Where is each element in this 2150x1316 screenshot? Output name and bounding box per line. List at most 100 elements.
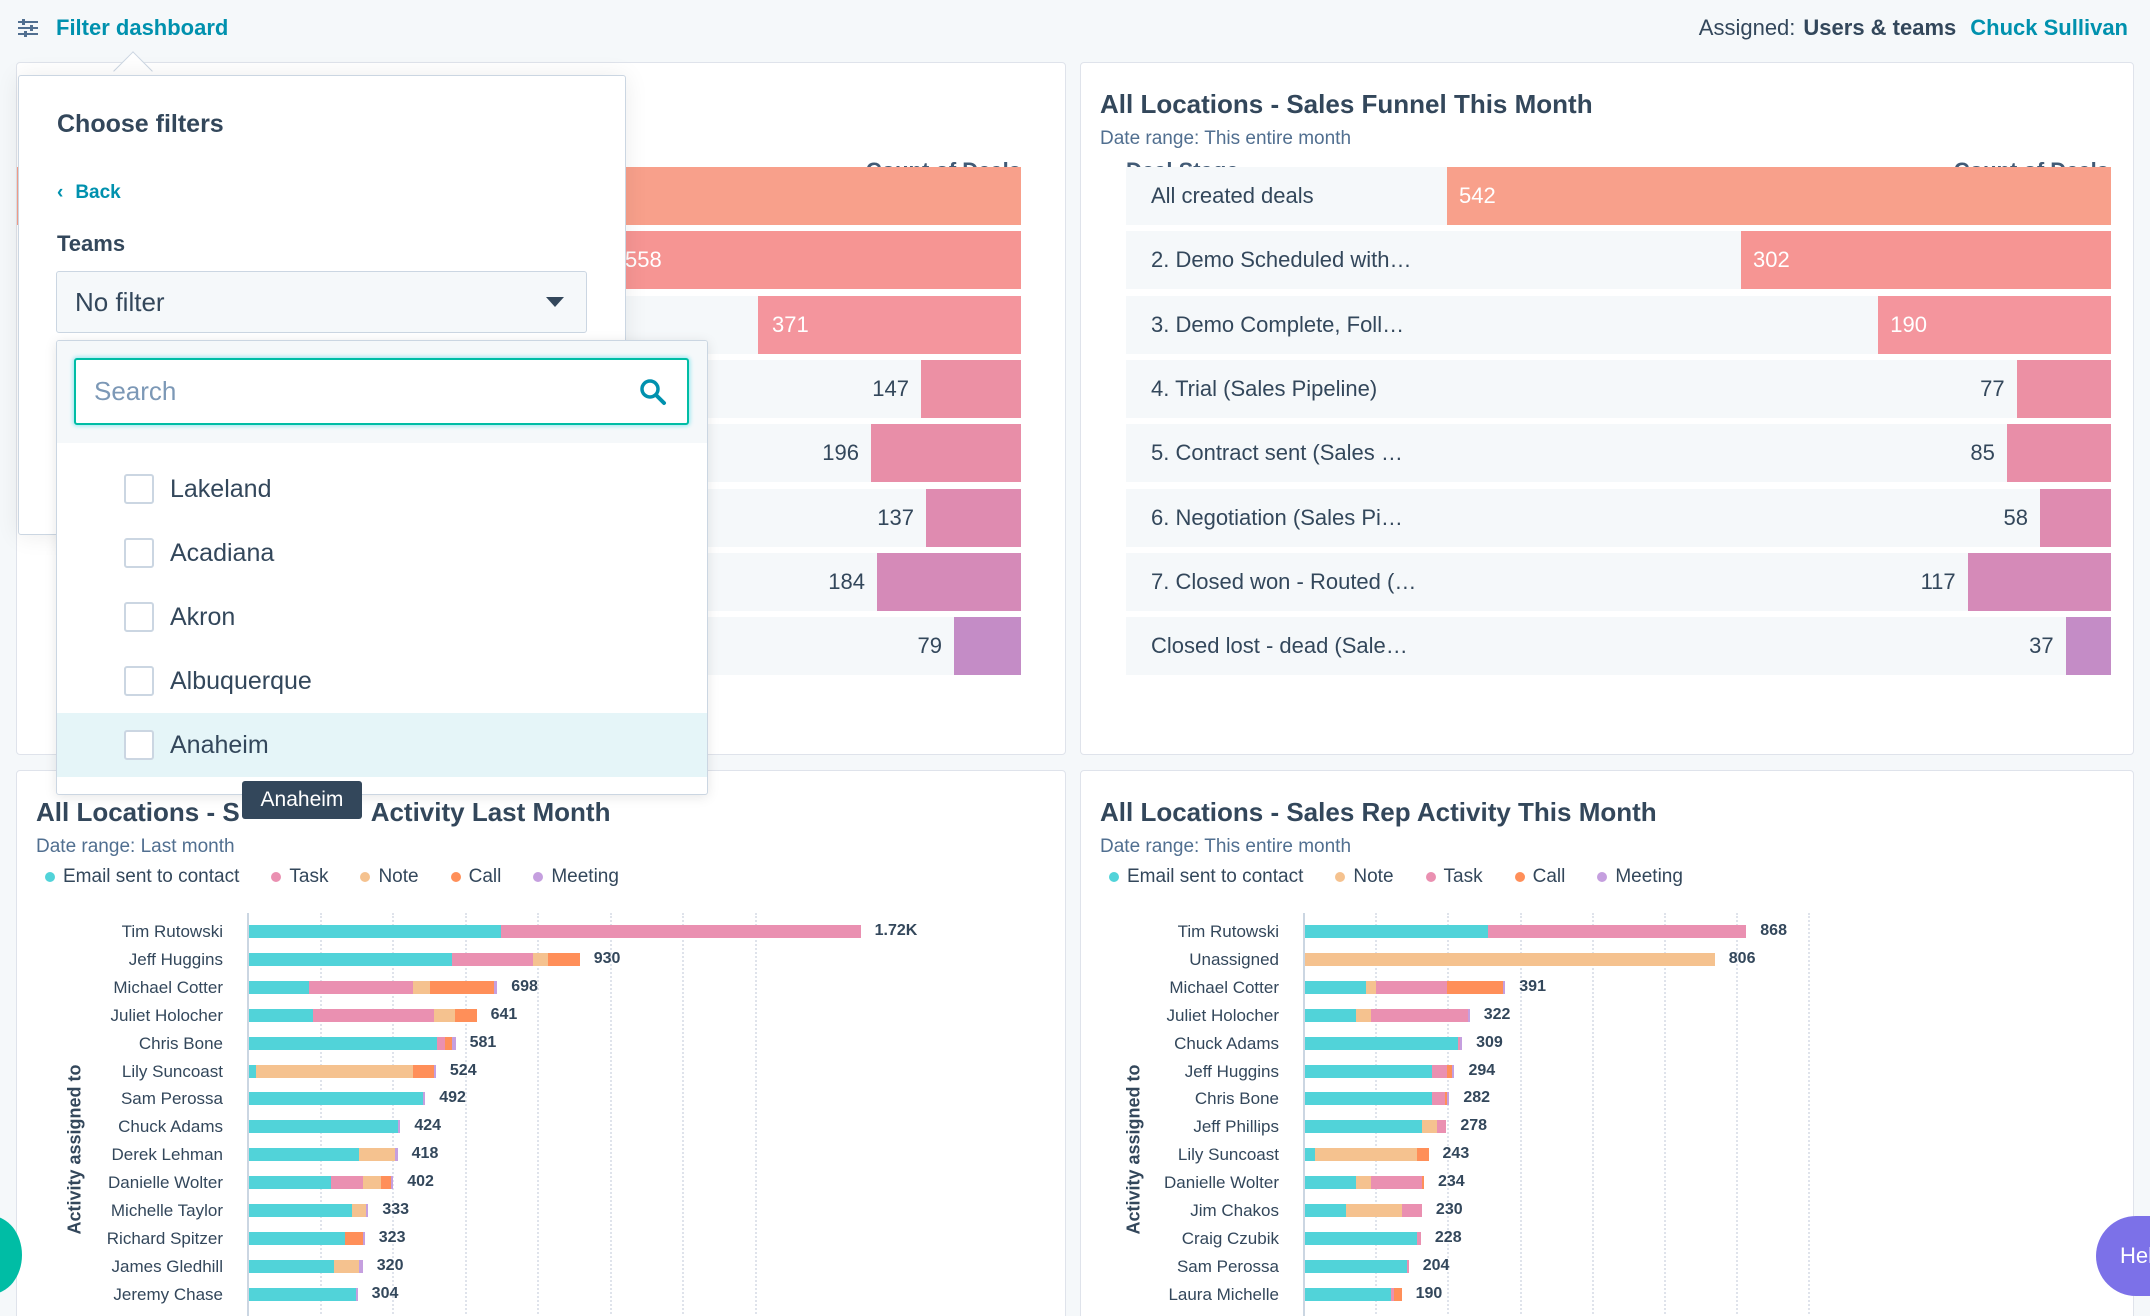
bar-segment-call[interactable]	[547, 952, 580, 966]
funnel-bar-right[interactable]	[2065, 617, 2111, 676]
legend-item[interactable]: Meeting	[1597, 866, 1683, 888]
bar-segment-meeting[interactable]	[1503, 980, 1506, 994]
search-input[interactable]	[94, 376, 594, 407]
bar-segment-task[interactable]	[1376, 980, 1448, 994]
bar-segment-email[interactable]	[249, 1259, 335, 1273]
funnel-bar-left[interactable]	[758, 295, 1021, 354]
bar-segment-email[interactable]	[1305, 980, 1366, 994]
bar-segment-task[interactable]	[330, 1176, 363, 1190]
bar-segment-email[interactable]	[1305, 1231, 1417, 1245]
assigned-type[interactable]: Users & teams	[1803, 15, 1957, 40]
bar-segment-task[interactable]	[1406, 1259, 1409, 1273]
bar-segment-task[interactable]	[1371, 1176, 1422, 1190]
legend-item[interactable]: Email sent to contact	[1109, 866, 1303, 888]
bar-segment-email[interactable]	[249, 1204, 353, 1217]
bar-segment-call[interactable]	[1444, 1092, 1448, 1106]
team-option[interactable]: Albuquerque	[57, 649, 707, 713]
bar-segment-email[interactable]	[1305, 1204, 1346, 1217]
funnel-bar-right[interactable]	[1878, 295, 2111, 354]
bar-segment-email[interactable]	[1305, 1092, 1433, 1106]
funnel-bar-left[interactable]	[611, 231, 1021, 290]
funnel-bar-left[interactable]	[921, 359, 1021, 418]
legend-item[interactable]: Note	[360, 866, 419, 888]
bar-segment-email[interactable]	[249, 1092, 424, 1106]
bar-segment-meeting[interactable]	[362, 1231, 365, 1245]
search-box[interactable]	[74, 358, 689, 425]
bar-segment-task[interactable]	[501, 925, 861, 938]
bar-segment-call[interactable]	[1447, 980, 1504, 994]
team-option[interactable]: Acadiana	[57, 521, 707, 585]
legend-item[interactable]: Note	[1335, 866, 1394, 888]
assigned-user-link[interactable]: Chuck Sullivan	[1970, 15, 2128, 40]
bar-segment-note[interactable]	[533, 952, 548, 966]
filter-dashboard-button[interactable]: Filter dashboard	[18, 15, 228, 41]
bar-segment-meeting[interactable]	[1452, 1064, 1455, 1078]
bar-segment-email[interactable]	[249, 1036, 438, 1050]
funnel-bar-left[interactable]	[954, 617, 1021, 676]
bar-segment-task[interactable]	[1371, 1008, 1468, 1022]
bar-segment-call[interactable]	[444, 1036, 452, 1050]
funnel-row-right[interactable]: 2. Demo Scheduled with… 302	[1126, 231, 2111, 290]
funnel-bar-left[interactable]	[871, 424, 1021, 483]
bar-segment-email[interactable]	[249, 1176, 331, 1190]
funnel-bar-right[interactable]	[1741, 231, 2111, 290]
bar-segment-meeting[interactable]	[494, 980, 498, 994]
bar-segment-note[interactable]	[1355, 1008, 1372, 1022]
funnel-bar-left[interactable]	[926, 488, 1021, 547]
team-option-checkbox[interactable]	[124, 602, 154, 632]
bar-segment-meeting[interactable]	[366, 1204, 369, 1217]
funnel-bar-right[interactable]	[1967, 552, 2111, 611]
bar-segment-note[interactable]	[1366, 980, 1377, 994]
bar-segment-task[interactable]	[1488, 925, 1747, 938]
bar-segment-email[interactable]	[1305, 1259, 1407, 1273]
bar-segment-task[interactable]	[437, 1036, 445, 1050]
team-option[interactable]: Akron	[57, 585, 707, 649]
funnel-row-right[interactable]: All created deals 542	[1126, 167, 2111, 225]
bar-segment-email[interactable]	[249, 1008, 313, 1022]
bar-segment-call[interactable]	[430, 980, 495, 994]
bar-segment-note[interactable]	[359, 1148, 395, 1162]
legend-item[interactable]: Call	[1514, 866, 1565, 888]
bar-segment-task[interactable]	[1391, 1287, 1394, 1301]
bar-segment-meeting[interactable]	[398, 1120, 401, 1134]
bar-segment-call[interactable]	[1421, 1176, 1424, 1190]
funnel-row-right[interactable]: 4. Trial (Sales Pipeline) 77	[1126, 359, 2111, 418]
bar-segment-note[interactable]	[352, 1204, 367, 1217]
legend-item[interactable]: Meeting	[533, 866, 619, 888]
bar-segment-call[interactable]	[1393, 1287, 1402, 1301]
bar-segment-email[interactable]	[1305, 1148, 1316, 1162]
funnel-bar-left[interactable]	[877, 552, 1021, 611]
bar-segment-task[interactable]	[1457, 1036, 1461, 1050]
funnel-row-right[interactable]: Closed lost - dead (Sale… 37	[1126, 617, 2111, 676]
bar-segment-meeting[interactable]	[359, 1259, 363, 1273]
funnel-row-right[interactable]: 3. Demo Complete, Foll… 190	[1126, 295, 2111, 354]
bar-segment-email[interactable]	[1305, 1287, 1392, 1301]
legend-item[interactable]: Task	[1425, 866, 1483, 888]
bar-segment-task[interactable]	[1437, 1120, 1447, 1134]
bar-segment-email[interactable]	[249, 1287, 356, 1301]
bar-segment-task[interactable]	[1432, 1092, 1445, 1106]
bar-segment-email[interactable]	[1305, 1064, 1433, 1078]
bar-segment-meeting[interactable]	[1460, 1036, 1463, 1050]
bar-segment-note[interactable]	[1345, 1204, 1402, 1217]
bar-segment-note[interactable]	[1421, 1120, 1438, 1134]
bar-segment-email[interactable]	[249, 952, 452, 966]
bar-segment-email[interactable]	[249, 1120, 399, 1134]
bar-segment-meeting[interactable]	[423, 1092, 426, 1106]
bar-segment-task[interactable]	[313, 1008, 434, 1022]
funnel-row-right[interactable]: 7. Closed won - Routed (… 117	[1126, 552, 2111, 611]
funnel-row-right[interactable]: 6. Negotiation (Sales Pi… 58	[1126, 488, 2111, 547]
bar-segment-note[interactable]	[433, 1008, 456, 1022]
funnel-bar-right[interactable]	[2006, 424, 2111, 483]
bar-segment-email[interactable]	[1305, 1120, 1422, 1134]
team-option[interactable]: Lakeland	[57, 457, 707, 521]
bar-segment-call[interactable]	[1447, 1064, 1453, 1078]
team-option-partial[interactable]	[57, 777, 707, 794]
legend-item[interactable]: Task	[271, 866, 328, 888]
team-option-checkbox[interactable]	[124, 666, 154, 696]
bar-segment-note[interactable]	[256, 1064, 413, 1078]
bar-segment-email[interactable]	[249, 1064, 257, 1078]
bar-segment-task[interactable]	[451, 952, 534, 966]
back-link[interactable]: ‹ Back	[57, 182, 121, 204]
bar-segment-meeting[interactable]	[1447, 1092, 1450, 1106]
